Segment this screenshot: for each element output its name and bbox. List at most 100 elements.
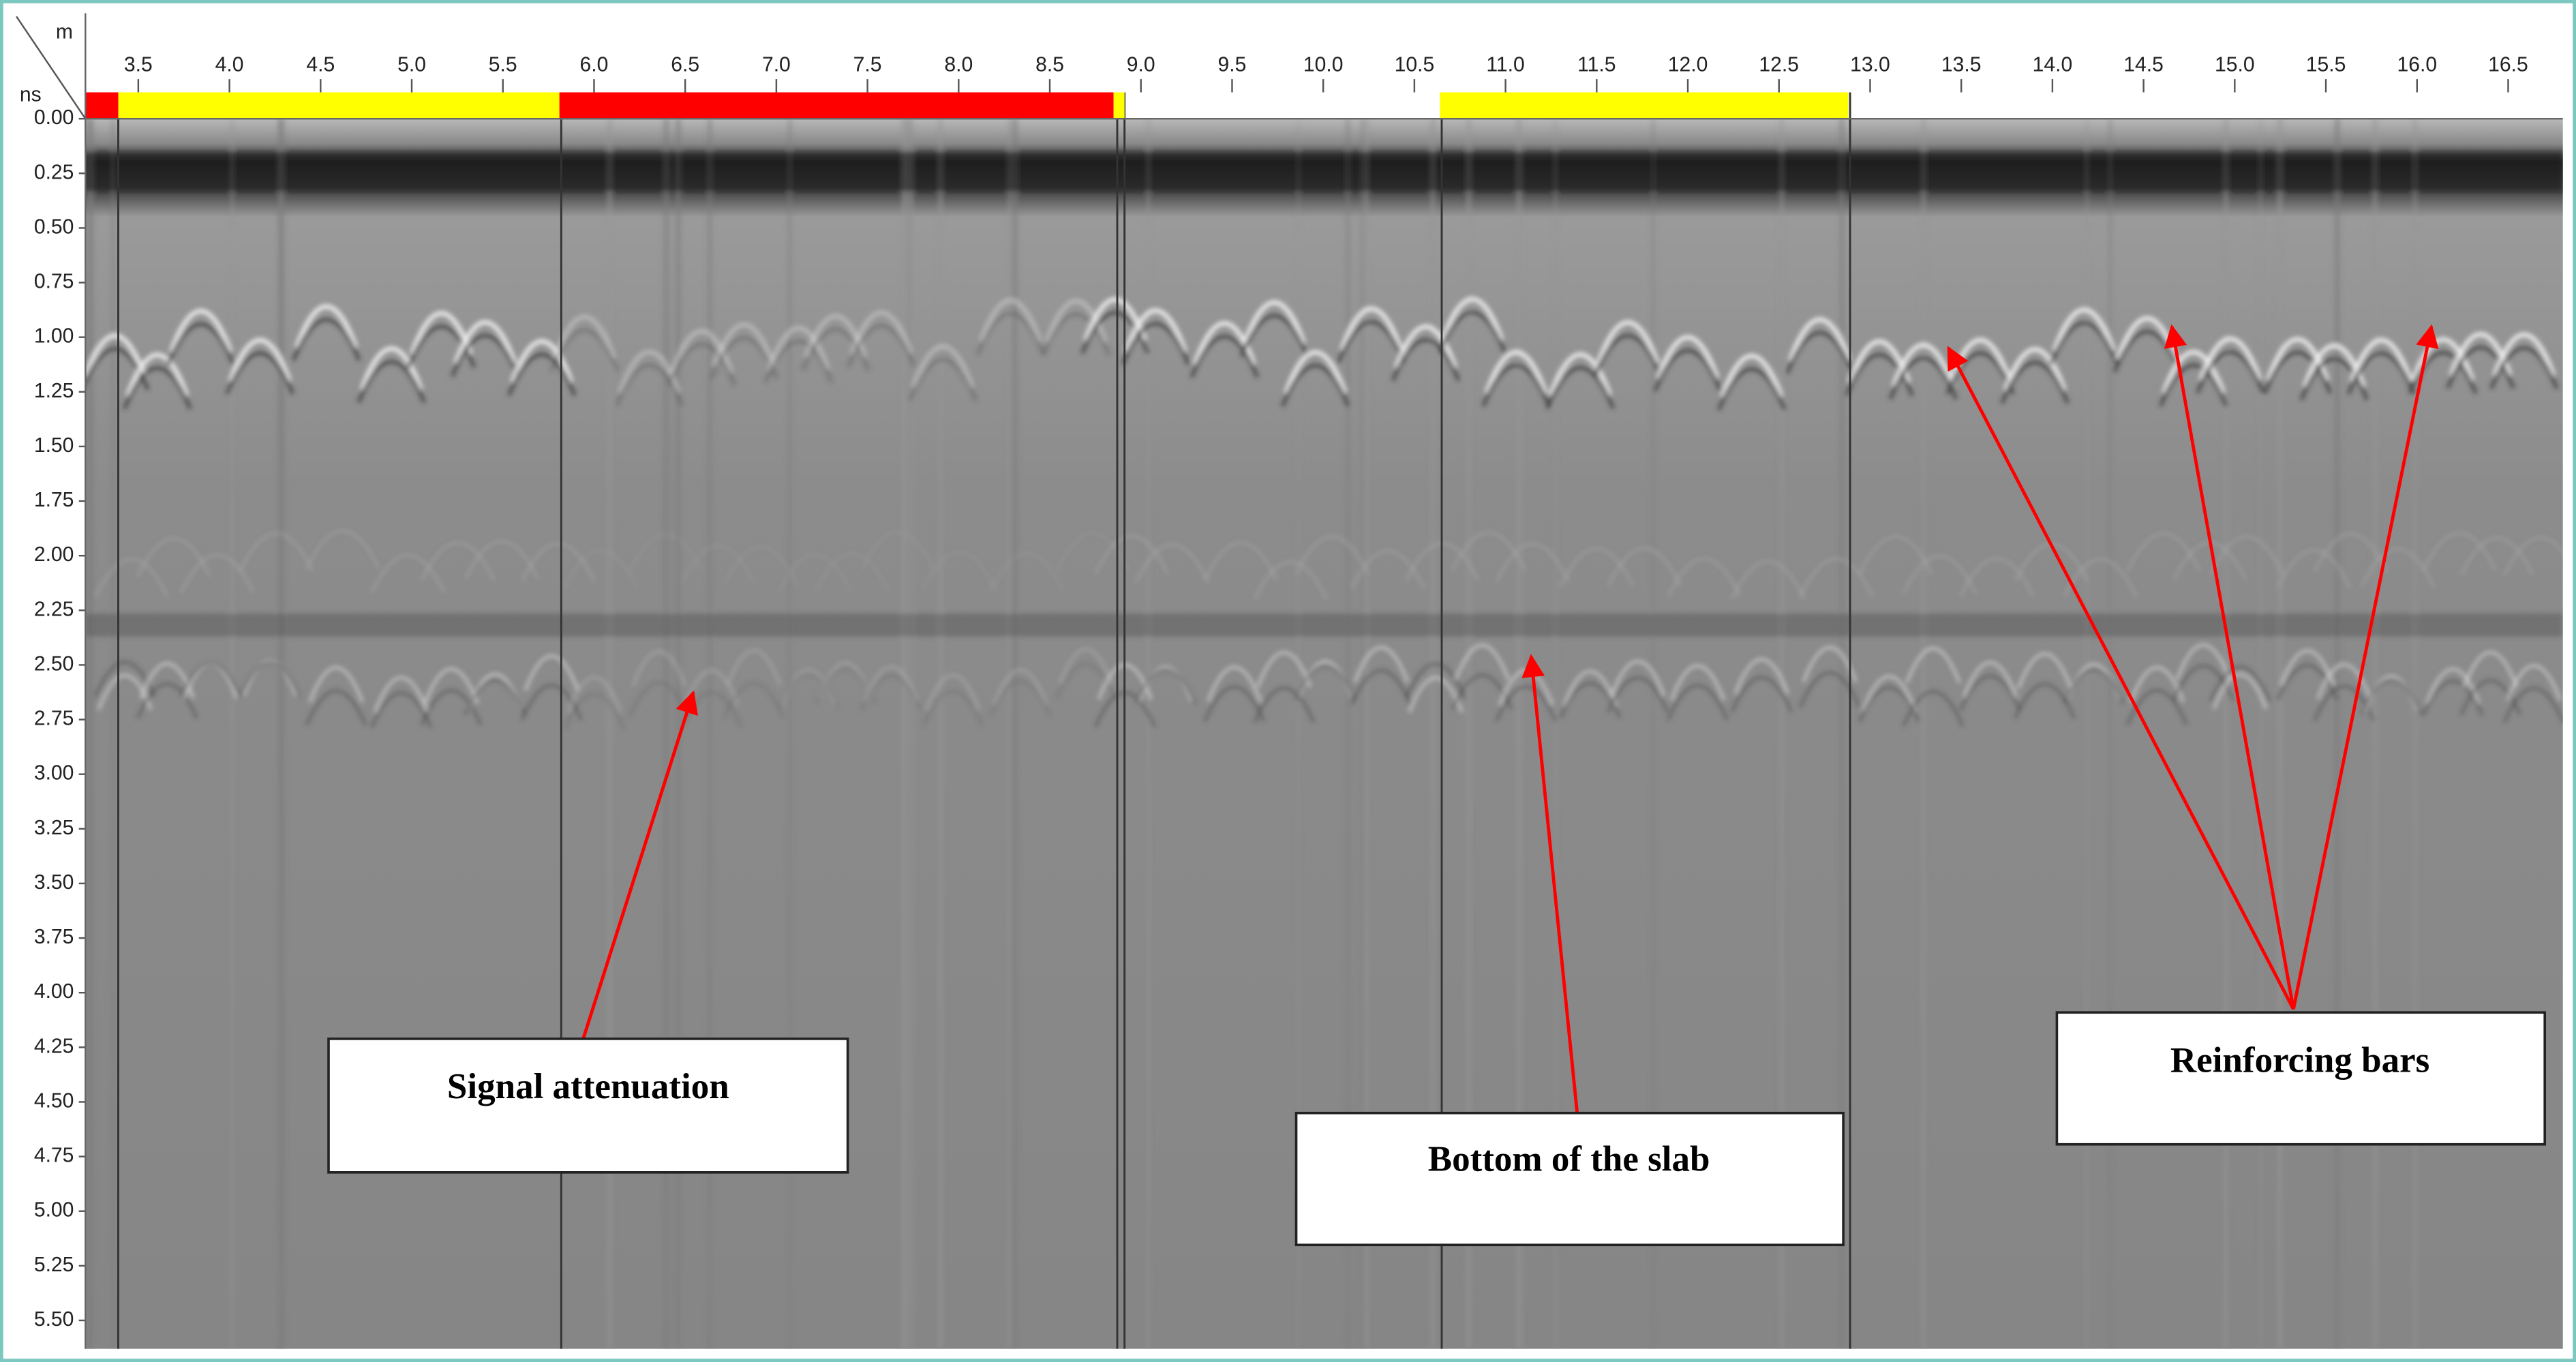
trace-stripe	[663, 119, 669, 1349]
reflection-hyperbola	[2502, 686, 2563, 724]
reflection-hyperbola	[2126, 532, 2201, 572]
annotation-box	[1294, 1111, 1845, 1247]
reflection-hyperbola	[628, 532, 703, 573]
reflection-hyperbola	[1437, 310, 1507, 354]
reflection-hyperbola	[1253, 560, 1329, 601]
annotation-box	[2055, 1011, 2547, 1146]
reflection-hyperbola	[423, 667, 479, 704]
reflection-hyperbola	[1339, 306, 1404, 350]
reflection-hyperbola	[1408, 676, 1464, 713]
reflection-hyperbola	[1545, 365, 1616, 410]
reflection-hyperbola	[291, 318, 361, 361]
y-tick-label: 1.25	[34, 380, 74, 402]
reflection-hyperbola	[860, 531, 935, 571]
reflection-hyperbola	[709, 335, 779, 380]
reflection-hyperbola	[1094, 534, 1169, 575]
reflection-hyperbola	[1596, 320, 1660, 364]
reflection-hyperbola	[1391, 337, 1461, 382]
reflection-hyperbola	[1861, 674, 1918, 712]
reflection-hyperbola	[712, 322, 776, 367]
x-tick-label: 14.0	[2033, 54, 2073, 76]
reflection-hyperbola	[359, 346, 424, 391]
reflection-hyperbola	[1041, 312, 1111, 356]
reflection-hyperbola	[814, 666, 877, 703]
x-tick-label: 4.5	[306, 54, 335, 76]
annotation-text: Signal attenuation	[447, 1067, 729, 1106]
reflection-hyperbola	[2421, 679, 2484, 716]
reflection-hyperbola	[1353, 646, 1410, 683]
reflection-hyperbola	[2276, 663, 2339, 701]
reflection-hyperbola	[1495, 543, 1570, 583]
reflection-hyperbola	[180, 554, 255, 594]
reflection-hyperbola	[2016, 652, 2073, 689]
reflection-hyperbola	[908, 357, 978, 402]
reflection-hyperbola	[1902, 690, 1965, 727]
y-tick-label: 2.75	[34, 708, 74, 730]
arrow	[581, 690, 698, 1040]
reflection-hyperbola	[2349, 337, 2414, 382]
y-tick-label: 4.75	[34, 1145, 74, 1167]
reflection-hyperbola	[179, 661, 242, 699]
reflection-hyperbola	[305, 530, 380, 569]
reflection-hyperbola	[136, 682, 198, 719]
reflection-hyperbola	[305, 689, 367, 726]
x-tick-label: 3.5	[124, 54, 153, 76]
trace-stripe	[2277, 119, 2284, 1349]
x-tick-label: 10.0	[1303, 54, 1344, 76]
trace-stripe	[2334, 119, 2340, 1349]
trace-stripe	[675, 119, 682, 1349]
reflection-hyperbola	[2262, 350, 2333, 395]
reflection-hyperbola	[800, 327, 870, 372]
trace-stripe	[901, 119, 907, 1349]
y-tick-label: 5.00	[34, 1199, 74, 1222]
reflection-hyperbola	[1404, 662, 1467, 699]
reflection-hyperbola	[1799, 558, 1874, 597]
reflection-hyperbola	[2503, 536, 2563, 576]
arrow	[2164, 324, 2295, 1010]
reflection-hyperbola	[777, 671, 840, 709]
reflection-hyperbola	[2014, 682, 2076, 719]
reflection-hyperbola	[506, 352, 577, 396]
reflection-hyperbola	[2063, 667, 2125, 704]
reflection-hyperbola	[1902, 555, 1978, 594]
reflection-hyperbola	[373, 676, 429, 713]
reflection-hyperbola	[1959, 557, 2034, 597]
trace-stripe	[1839, 119, 1845, 1349]
x-tick-label: 13.0	[1850, 54, 1890, 76]
reflection-hyperbola	[1058, 648, 1115, 685]
reflection-hyperbola	[989, 552, 1065, 592]
reflection-hyperbola	[1451, 531, 1526, 571]
reflection-hyperbola	[524, 654, 580, 691]
reflection-hyperbola	[1609, 659, 1666, 697]
reflection-hyperbola	[420, 541, 496, 581]
reflection-hyperbola	[2506, 664, 2562, 701]
x-tick-label: 9.5	[1218, 54, 1247, 76]
annotation-signal: Signal attenuation	[327, 690, 849, 1174]
annotation-text: Bottom of the slab	[1428, 1139, 1710, 1179]
reflection-hyperbola	[2175, 643, 2232, 680]
reflection-hyperbola	[122, 366, 192, 410]
reflection-hyperbola	[2265, 337, 2330, 381]
y-tick-label: 5.25	[34, 1254, 74, 1276]
surface-band	[85, 151, 2563, 192]
reflection-hyperbola	[766, 326, 831, 370]
radar-texture	[85, 119, 2563, 1349]
reflection-hyperbola	[566, 676, 622, 713]
y-tick-label: 3.50	[34, 871, 74, 894]
reflection-hyperbola	[1055, 532, 1130, 572]
reflection-hyperbola	[225, 351, 295, 395]
reflection-hyperbola	[1440, 297, 1504, 341]
x-tick-label: 12.5	[1759, 54, 1799, 76]
reflection-hyperbola	[1203, 685, 1266, 723]
reflection-hyperbola	[1785, 331, 1855, 375]
reflection-hyperbola	[1294, 535, 1369, 575]
trace-stripe	[1652, 119, 1655, 1349]
x-tick-label: 16.5	[2488, 54, 2528, 76]
reflection-hyperbola	[510, 339, 574, 383]
trace-stripe	[1007, 119, 1012, 1349]
reflection-hyperbola	[1121, 322, 1191, 365]
reflection-hyperbola	[2316, 663, 2372, 700]
reflection-hyperbola	[922, 551, 997, 590]
reflection-hyperbola	[166, 322, 236, 366]
